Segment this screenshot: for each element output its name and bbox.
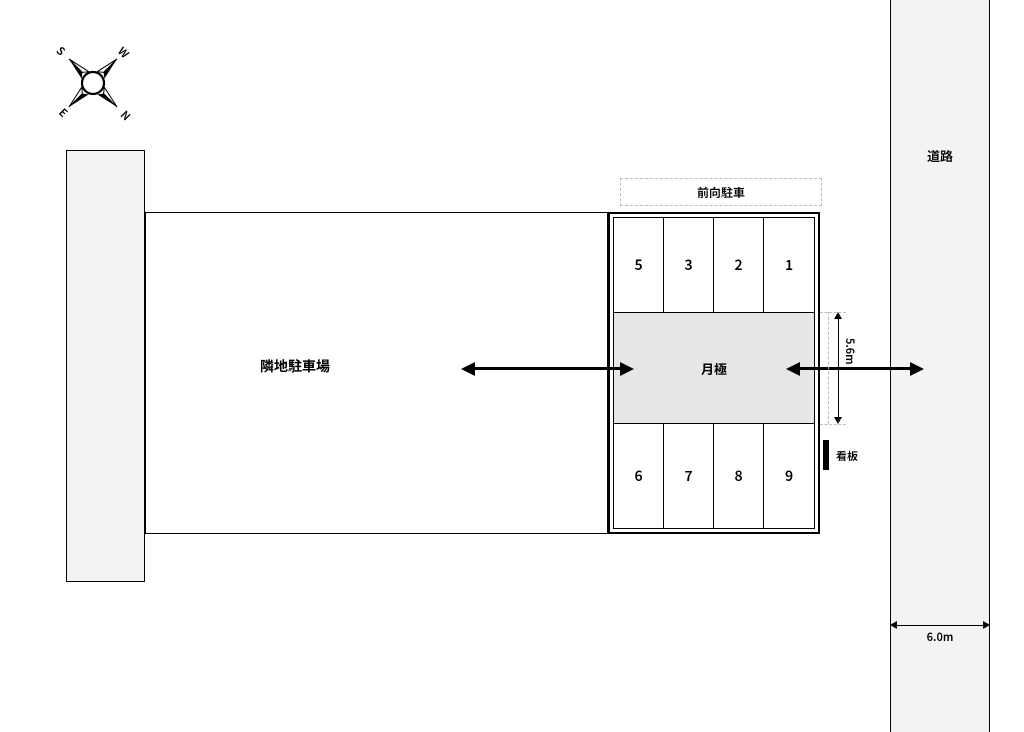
- flow-arrow-left-line: [475, 367, 620, 370]
- signboard-marker: [823, 440, 829, 470]
- aisle-dim-ext-top: [820, 312, 846, 313]
- road-strip: [890, 0, 990, 732]
- compass-rose: W E N S: [38, 28, 148, 138]
- forward-parking-box: 前向駐車: [620, 178, 822, 206]
- svg-text:E: E: [55, 105, 71, 121]
- parking-bottom-row: 6 7 8 9: [614, 424, 814, 528]
- aisle-dim-arrow-down: [834, 417, 842, 424]
- forward-parking-label: 前向駐車: [697, 184, 745, 201]
- flow-arrow-left-head-right: [620, 362, 634, 376]
- road-width-dim-label: 6.0m: [890, 630, 990, 644]
- flow-arrow-right-head-right: [910, 362, 924, 376]
- parking-top-row: 5 3 2 1: [614, 218, 814, 312]
- parking-slot-9-label: 9: [785, 466, 793, 486]
- flow-arrow-right-head-left: [786, 362, 800, 376]
- parking-slot-3: 3: [664, 218, 714, 312]
- parking-slot-9: 9: [764, 424, 814, 528]
- parking-slot-8-label: 8: [734, 466, 742, 486]
- parking-slot-8: 8: [714, 424, 764, 528]
- adjacent-lot-label: 隣地駐車場: [145, 356, 445, 376]
- parking-slot-6: 6: [614, 424, 664, 528]
- parking-slot-5-label: 5: [634, 255, 642, 275]
- svg-text:S: S: [53, 43, 69, 59]
- aisle-dim-line: [838, 319, 839, 417]
- svg-text:N: N: [117, 107, 134, 124]
- parking-slot-2-label: 2: [734, 255, 742, 275]
- road-width-dim-arrow-right: [983, 621, 990, 629]
- parking-slot-7-label: 7: [684, 466, 692, 486]
- parking-slot-1: 1: [764, 218, 814, 312]
- aisle-dim-label: 5.6m: [844, 338, 858, 378]
- monthly-label: 月極: [614, 358, 814, 378]
- left-adjacent-strip: [66, 150, 145, 582]
- parking-slot-1-label: 1: [785, 255, 793, 275]
- road-width-dim-arrow-left: [890, 621, 897, 629]
- aisle-dim-guide-left: [828, 312, 829, 424]
- road-label: 道路: [890, 145, 990, 165]
- parking-slot-7: 7: [664, 424, 714, 528]
- aisle-dim-ext-bottom: [820, 424, 846, 425]
- parking-slot-6-label: 6: [634, 466, 642, 486]
- signboard-label: 看板: [836, 448, 876, 464]
- parking-slot-3-label: 3: [684, 255, 692, 275]
- road-width-dim-line: [897, 625, 983, 626]
- aisle-dim-arrow-up: [834, 312, 842, 319]
- flow-arrow-left-head-left: [461, 362, 475, 376]
- parking-slot-5: 5: [614, 218, 664, 312]
- parking-slot-2: 2: [714, 218, 764, 312]
